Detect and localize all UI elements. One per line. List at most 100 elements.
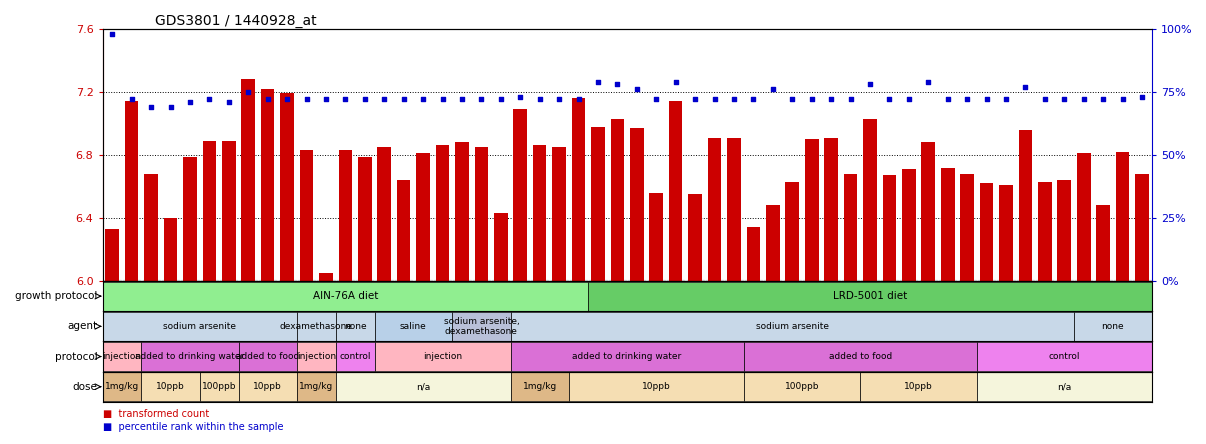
- Bar: [375, 342, 510, 371]
- Point: [335, 96, 355, 103]
- Text: ■  percentile rank within the sample: ■ percentile rank within the sample: [103, 421, 283, 432]
- Point: [219, 99, 239, 106]
- Text: 100ppb: 100ppb: [201, 382, 236, 391]
- Bar: [572, 98, 585, 281]
- Text: sodium arsenite: sodium arsenite: [163, 322, 236, 331]
- Bar: [921, 143, 935, 281]
- Bar: [552, 147, 566, 281]
- Bar: [979, 183, 994, 281]
- Point: [880, 96, 900, 103]
- Bar: [1077, 153, 1090, 281]
- Point: [452, 96, 472, 103]
- Bar: [650, 193, 663, 281]
- Text: 1mg/kg: 1mg/kg: [299, 382, 333, 391]
- Bar: [533, 146, 546, 281]
- Bar: [510, 312, 1075, 341]
- Point: [860, 81, 879, 88]
- Point: [841, 96, 860, 103]
- Point: [355, 96, 374, 103]
- Point: [763, 86, 783, 93]
- Bar: [785, 182, 800, 281]
- Text: 10ppb: 10ppb: [253, 382, 282, 391]
- Bar: [494, 213, 508, 281]
- Text: none: none: [1101, 322, 1124, 331]
- Text: added to food: added to food: [236, 352, 299, 361]
- Bar: [339, 150, 352, 281]
- Point: [919, 78, 938, 85]
- Bar: [297, 372, 335, 401]
- Bar: [203, 141, 216, 281]
- Text: agent: agent: [68, 321, 98, 331]
- Bar: [510, 372, 569, 401]
- Point: [996, 96, 1015, 103]
- Text: LRD-5001 diet: LRD-5001 diet: [833, 291, 907, 301]
- Bar: [630, 128, 644, 281]
- Text: growth protocol: growth protocol: [14, 291, 98, 301]
- Point: [141, 103, 160, 111]
- Point: [685, 96, 704, 103]
- Bar: [125, 101, 139, 281]
- Bar: [335, 312, 375, 341]
- Bar: [1000, 185, 1013, 281]
- Point: [958, 96, 977, 103]
- Point: [103, 30, 122, 37]
- Text: GDS3801 / 1440928_at: GDS3801 / 1440928_at: [154, 14, 317, 28]
- Point: [1054, 96, 1073, 103]
- Point: [297, 96, 316, 103]
- Point: [1132, 93, 1152, 100]
- Text: n/a: n/a: [1058, 382, 1071, 391]
- Bar: [297, 342, 335, 371]
- Bar: [183, 157, 197, 281]
- Bar: [103, 281, 589, 311]
- Text: injection: injection: [103, 352, 141, 361]
- Text: sodium arsenite: sodium arsenite: [756, 322, 829, 331]
- Point: [258, 96, 277, 103]
- Point: [529, 96, 549, 103]
- Bar: [105, 229, 119, 281]
- Bar: [300, 150, 314, 281]
- Bar: [145, 174, 158, 281]
- Bar: [103, 312, 297, 341]
- Point: [277, 96, 297, 103]
- Point: [181, 99, 200, 106]
- Point: [821, 96, 841, 103]
- Bar: [727, 138, 740, 281]
- Bar: [1096, 206, 1110, 281]
- Text: injection: injection: [423, 352, 462, 361]
- Text: AIN-76A diet: AIN-76A diet: [312, 291, 377, 301]
- Bar: [435, 146, 450, 281]
- Bar: [744, 342, 977, 371]
- Point: [239, 88, 258, 95]
- Point: [627, 86, 646, 93]
- Bar: [475, 147, 488, 281]
- Bar: [747, 227, 760, 281]
- Bar: [689, 194, 702, 281]
- Text: added to drinking water: added to drinking water: [573, 352, 681, 361]
- Point: [550, 96, 569, 103]
- Point: [472, 96, 491, 103]
- Point: [666, 78, 685, 85]
- Bar: [510, 342, 744, 371]
- Bar: [239, 372, 297, 401]
- Text: dexamethasone: dexamethasone: [280, 322, 352, 331]
- Point: [977, 96, 996, 103]
- Bar: [1019, 130, 1032, 281]
- Point: [900, 96, 919, 103]
- Bar: [141, 342, 239, 371]
- Text: control: control: [339, 352, 371, 361]
- Bar: [610, 119, 625, 281]
- Bar: [452, 312, 510, 341]
- Bar: [804, 139, 819, 281]
- Bar: [103, 372, 141, 401]
- Bar: [902, 169, 915, 281]
- Bar: [358, 157, 371, 281]
- Bar: [141, 372, 200, 401]
- Bar: [941, 167, 954, 281]
- Bar: [669, 101, 683, 281]
- Text: added to drinking water: added to drinking water: [135, 352, 245, 361]
- Bar: [222, 141, 235, 281]
- Point: [802, 96, 821, 103]
- Bar: [335, 342, 375, 371]
- Bar: [825, 138, 838, 281]
- Bar: [589, 281, 1152, 311]
